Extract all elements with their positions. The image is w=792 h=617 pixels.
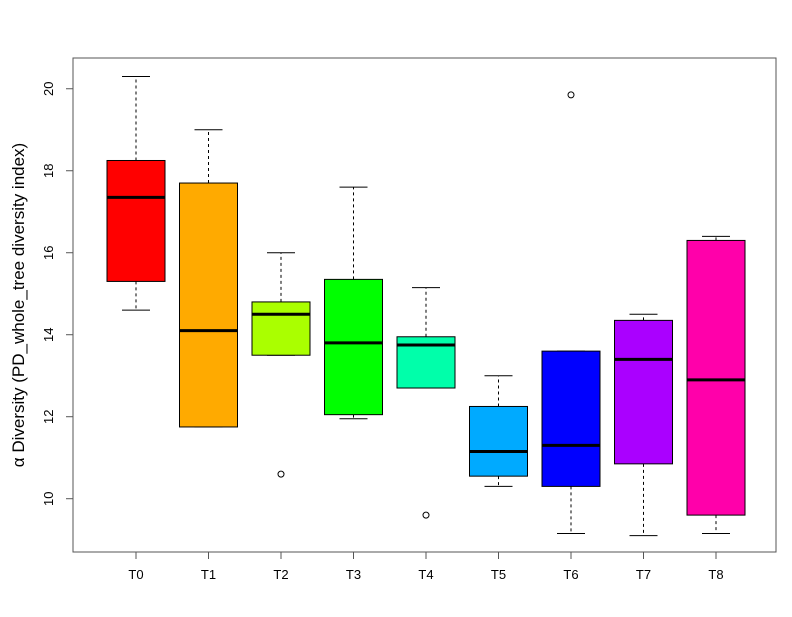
box-iqr [324, 278, 383, 416]
x-tick-label: T6 [563, 567, 578, 582]
x-tick-label: T4 [418, 567, 433, 582]
outlier-point [422, 511, 430, 519]
y-axis: 10 12 14 16 18 20 [41, 82, 74, 506]
y-tick-label: 10 [41, 491, 56, 505]
x-tick-label: T1 [201, 567, 216, 582]
box-iqr [614, 319, 673, 465]
box-group-t0 [106, 75, 166, 311]
box-group-t1 [179, 129, 238, 428]
y-tick-label: 16 [41, 245, 56, 259]
boxes-layer [106, 75, 746, 537]
y-tick-label: 12 [41, 409, 56, 423]
box-iqr [541, 350, 601, 487]
box-group-t3 [324, 186, 383, 420]
x-tick-label: T0 [128, 567, 143, 582]
box-iqr [106, 159, 166, 282]
box-iqr [179, 182, 238, 428]
x-tick-label: T2 [273, 567, 288, 582]
x-tick-label: T3 [346, 567, 361, 582]
x-tick-label: T7 [636, 567, 651, 582]
box-group-t8 [686, 235, 746, 535]
x-tick-label: T8 [708, 567, 723, 582]
box-group-t2 [251, 252, 311, 478]
box-group-t4 [396, 287, 456, 519]
outlier-point [567, 91, 575, 99]
box-iqr [686, 239, 746, 516]
x-axis: T0 T1 T2 T3 T4 T5 T6 T7 T8 [128, 551, 724, 582]
box-group-t6 [541, 91, 601, 535]
outlier-point [277, 470, 285, 478]
plot-frame [72, 57, 777, 553]
box-iqr [469, 405, 528, 477]
y-tick-label: 20 [41, 82, 56, 96]
y-axis-label: α Diversity (PD_whole_tree diversity ind… [9, 143, 28, 467]
box-group-t7 [614, 313, 673, 537]
x-tick-label: T5 [491, 567, 506, 582]
y-tick-label: 18 [41, 164, 56, 178]
y-tick-label: 14 [41, 327, 56, 341]
box-group-t5 [469, 375, 528, 487]
box-iqr [251, 301, 311, 356]
